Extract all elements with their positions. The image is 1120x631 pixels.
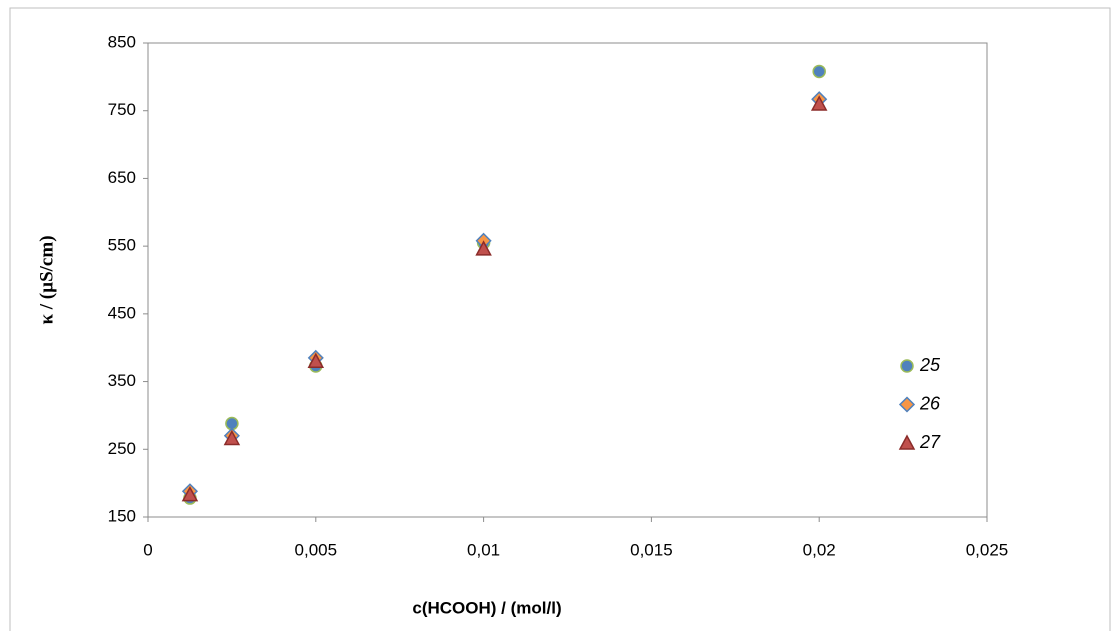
y-tick-label: 150: [108, 506, 136, 525]
chart-frame: [9, 7, 1111, 631]
y-tick-label: 450: [108, 303, 136, 322]
legend-marker: [898, 434, 916, 450]
legend-label: 27: [919, 432, 941, 452]
y-tick-label: 750: [108, 100, 136, 119]
x-tick-label: 0: [143, 540, 152, 559]
x-tick-label: 0,025: [966, 540, 1009, 559]
marker: [475, 240, 492, 256]
y-tick-label: 350: [108, 371, 136, 390]
marker: [812, 64, 826, 79]
marker: [181, 486, 199, 502]
y-tick-label: 250: [108, 439, 136, 458]
legend-label: 25: [919, 355, 941, 375]
x-axis-title: c(HCOOH) / (mol/l): [412, 598, 561, 617]
plot-area: [147, 42, 988, 518]
marker: [307, 352, 325, 369]
y-tick-label: 650: [108, 168, 136, 187]
x-tick-label: 0,01: [467, 540, 500, 559]
x-tick-label: 0,005: [295, 540, 338, 559]
x-tick-label: 0,015: [630, 540, 673, 559]
y-axis-title: κ / (µS/cm): [36, 235, 57, 324]
marker: [810, 95, 828, 111]
legend-label: 26: [919, 393, 941, 413]
x-tick-label: 0,02: [803, 540, 836, 559]
y-tick-label: 550: [108, 236, 136, 255]
legend-marker: [900, 359, 914, 373]
marker: [223, 429, 241, 446]
y-tick-label: 850: [108, 32, 136, 51]
legend-marker: [898, 396, 916, 413]
